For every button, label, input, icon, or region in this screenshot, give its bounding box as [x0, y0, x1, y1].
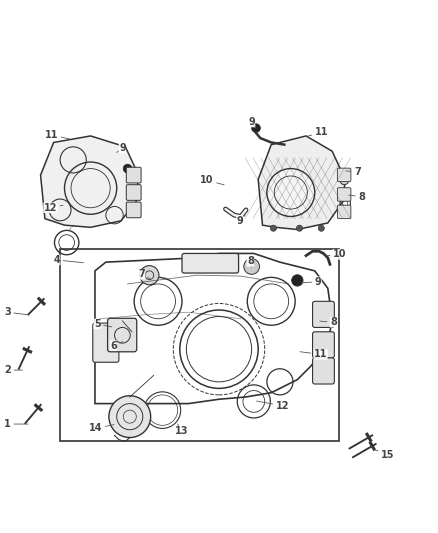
Text: 14: 14	[89, 423, 114, 433]
FancyBboxPatch shape	[126, 202, 141, 218]
Text: 3: 3	[4, 307, 29, 317]
Text: 8: 8	[349, 192, 365, 202]
Text: 12: 12	[44, 203, 63, 213]
FancyBboxPatch shape	[126, 167, 141, 183]
Text: 15: 15	[374, 449, 394, 459]
Circle shape	[244, 259, 259, 274]
Circle shape	[109, 396, 151, 438]
Circle shape	[270, 225, 276, 231]
Circle shape	[267, 168, 315, 216]
Circle shape	[140, 265, 159, 285]
Circle shape	[292, 275, 303, 286]
Text: 12: 12	[257, 401, 289, 411]
Circle shape	[123, 164, 132, 173]
Circle shape	[252, 124, 260, 133]
Text: 6: 6	[110, 341, 123, 351]
Text: 2: 2	[4, 365, 22, 375]
FancyBboxPatch shape	[337, 205, 351, 219]
FancyBboxPatch shape	[313, 301, 334, 327]
Polygon shape	[41, 136, 138, 228]
FancyBboxPatch shape	[93, 323, 119, 362]
Text: 10: 10	[200, 175, 224, 185]
Text: 11: 11	[300, 350, 327, 359]
Text: 11: 11	[308, 127, 328, 138]
Text: 9: 9	[117, 143, 126, 153]
Circle shape	[297, 225, 303, 231]
Text: 9: 9	[237, 215, 245, 226]
Text: 10: 10	[326, 249, 346, 260]
FancyBboxPatch shape	[108, 318, 137, 352]
Text: 4: 4	[53, 255, 84, 265]
Bar	[60, 249, 339, 441]
FancyBboxPatch shape	[126, 184, 141, 200]
Text: 9: 9	[301, 277, 321, 287]
Text: 11: 11	[45, 130, 69, 140]
Circle shape	[340, 176, 349, 184]
FancyBboxPatch shape	[313, 332, 334, 358]
Text: 7: 7	[346, 167, 360, 176]
Polygon shape	[258, 136, 345, 230]
Text: 8: 8	[320, 317, 337, 327]
Text: 8: 8	[247, 256, 254, 268]
Circle shape	[318, 225, 324, 231]
FancyBboxPatch shape	[313, 358, 334, 384]
Text: 1: 1	[4, 419, 28, 429]
Text: 5: 5	[94, 319, 112, 329]
Text: 9: 9	[248, 117, 256, 128]
Text: 7: 7	[138, 269, 150, 279]
FancyBboxPatch shape	[337, 168, 351, 182]
FancyBboxPatch shape	[337, 188, 351, 201]
FancyBboxPatch shape	[182, 254, 239, 273]
Text: 13: 13	[175, 424, 189, 436]
